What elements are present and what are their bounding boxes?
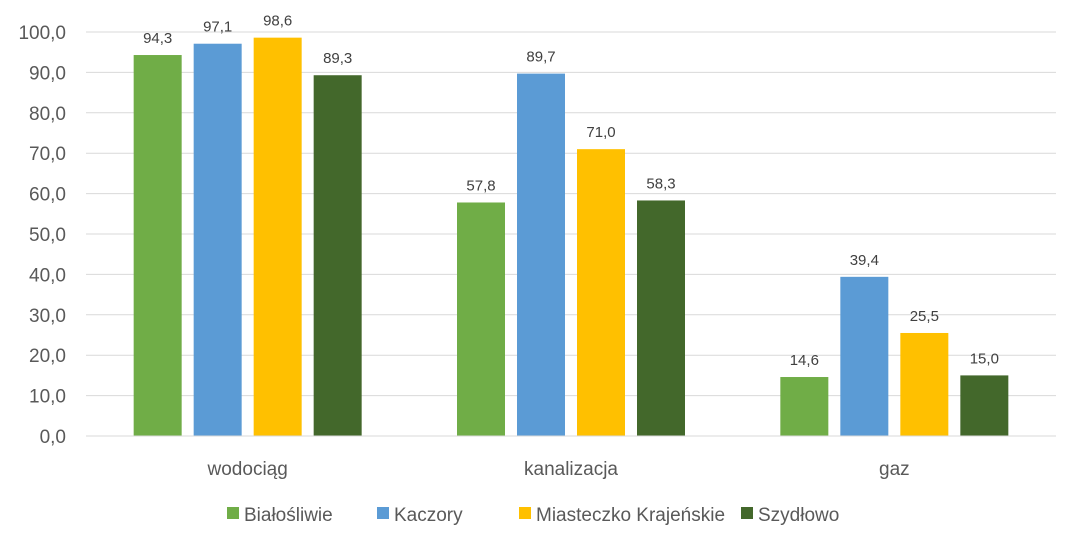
- x-axis-category-labels: wodociąg kanalizacja gaz: [207, 459, 910, 480]
- x-category-label: wodociąg: [207, 459, 288, 480]
- data-label: 58,3: [646, 175, 675, 192]
- y-tick-label: 60,0: [29, 185, 66, 206]
- bars: [133, 37, 1009, 436]
- data-label: 98,6: [263, 13, 292, 30]
- y-tick-label: 0,0: [40, 427, 66, 448]
- y-tick-label: 70,0: [29, 144, 66, 165]
- legend-label: Miasteczko Krajeńskie: [536, 505, 725, 526]
- bar: [133, 55, 182, 436]
- bar: [780, 377, 829, 436]
- bar: [900, 332, 949, 436]
- y-tick-label: 50,0: [29, 225, 66, 246]
- data-label: 94,3: [143, 30, 172, 47]
- data-label: 97,1: [203, 19, 232, 36]
- bar: [637, 200, 685, 436]
- legend-label: Kaczory: [394, 505, 463, 526]
- bar: [577, 149, 625, 436]
- x-category-label: gaz: [879, 459, 910, 480]
- legend-label: Białośliwie: [244, 505, 333, 526]
- data-label: 57,8: [466, 177, 495, 194]
- y-tick-label: 80,0: [29, 104, 66, 125]
- legend-swatch: [741, 507, 753, 519]
- bar: [193, 43, 242, 436]
- legend: Białośliwie Kaczory Miasteczko Krajeńskie S…: [227, 505, 839, 526]
- gridlines: [86, 31, 1056, 397]
- data-label: 89,3: [323, 50, 352, 67]
- bar: [960, 375, 1009, 436]
- x-category-label: kanalizacja: [524, 459, 618, 480]
- y-tick-label: 90,0: [29, 63, 66, 84]
- data-label: 39,4: [850, 252, 879, 269]
- bar: [840, 276, 889, 436]
- legend-swatch: [377, 507, 389, 519]
- y-tick-label: 10,0: [29, 387, 66, 408]
- legend-swatch: [227, 507, 239, 519]
- bar: [313, 75, 362, 436]
- y-axis-tick-labels: 0,0 10,0 20,0 30,0 40,0 50,0 60,0 70,0 80,0 90,0 1…: [18, 23, 66, 448]
- data-label: 71,0: [586, 124, 615, 141]
- data-label: 15,0: [970, 350, 999, 367]
- data-label: 25,5: [910, 308, 939, 325]
- data-labels: 94,3 97,1 98,6 89,3 57,8 89,7 71,0 58,3 14,6 39,4…: [143, 13, 999, 369]
- y-tick-label: 100,0: [18, 23, 66, 44]
- bar: [457, 202, 505, 436]
- data-label: 89,7: [526, 49, 555, 66]
- y-tick-label: 40,0: [29, 265, 66, 286]
- bar: [253, 37, 302, 436]
- legend-swatch: [519, 507, 531, 519]
- y-tick-label: 30,0: [29, 306, 66, 327]
- data-label: 14,6: [790, 352, 819, 369]
- legend-label: Szydłowo: [758, 505, 839, 526]
- y-tick-label: 20,0: [29, 346, 66, 367]
- bar: [517, 73, 565, 436]
